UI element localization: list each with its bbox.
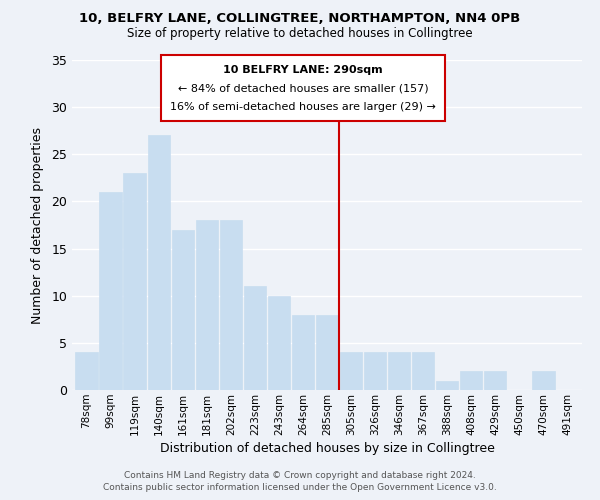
FancyBboxPatch shape bbox=[161, 56, 445, 122]
Bar bbox=[100, 192, 122, 390]
Bar bbox=[532, 371, 554, 390]
Bar bbox=[316, 314, 338, 390]
X-axis label: Distribution of detached houses by size in Collingtree: Distribution of detached houses by size … bbox=[160, 442, 494, 455]
Bar bbox=[196, 220, 218, 390]
Bar bbox=[124, 173, 146, 390]
Bar bbox=[460, 371, 482, 390]
Text: 10 BELFRY LANE: 290sqm: 10 BELFRY LANE: 290sqm bbox=[223, 65, 383, 75]
Bar bbox=[436, 380, 458, 390]
Bar bbox=[292, 314, 314, 390]
Text: 10, BELFRY LANE, COLLINGTREE, NORTHAMPTON, NN4 0PB: 10, BELFRY LANE, COLLINGTREE, NORTHAMPTO… bbox=[79, 12, 521, 26]
Bar bbox=[220, 220, 242, 390]
Bar bbox=[268, 296, 290, 390]
Bar bbox=[364, 352, 386, 390]
Y-axis label: Number of detached properties: Number of detached properties bbox=[31, 126, 44, 324]
Bar bbox=[76, 352, 98, 390]
Bar bbox=[412, 352, 434, 390]
Text: Size of property relative to detached houses in Collingtree: Size of property relative to detached ho… bbox=[127, 28, 473, 40]
Bar bbox=[484, 371, 506, 390]
Bar bbox=[148, 136, 170, 390]
Text: 16% of semi-detached houses are larger (29) →: 16% of semi-detached houses are larger (… bbox=[170, 102, 436, 112]
Text: ← 84% of detached houses are smaller (157): ← 84% of detached houses are smaller (15… bbox=[178, 84, 428, 94]
Text: Contains HM Land Registry data © Crown copyright and database right 2024.: Contains HM Land Registry data © Crown c… bbox=[124, 471, 476, 480]
Text: Contains public sector information licensed under the Open Government Licence v3: Contains public sector information licen… bbox=[103, 484, 497, 492]
Bar bbox=[388, 352, 410, 390]
Bar bbox=[244, 286, 266, 390]
Bar bbox=[340, 352, 362, 390]
Bar bbox=[172, 230, 194, 390]
